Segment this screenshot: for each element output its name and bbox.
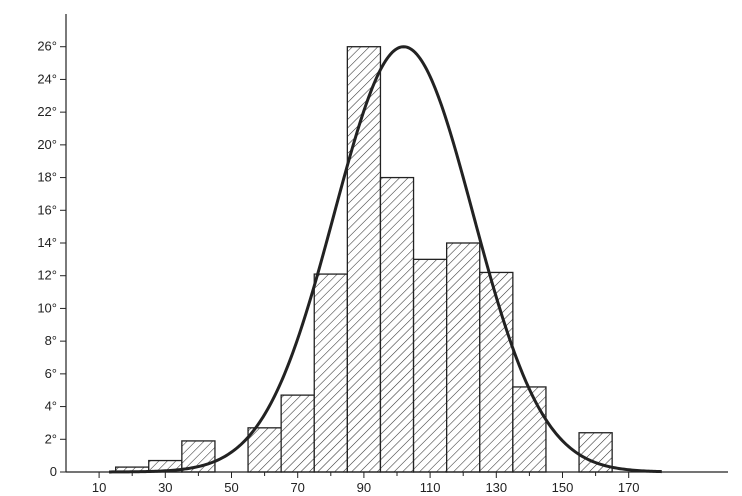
x-tick-label: 110 [420, 480, 441, 495]
histogram-bar [247, 427, 282, 473]
y-tick-label: 18° [37, 170, 57, 185]
x-tick-label: 170 [618, 480, 640, 495]
y-tick-label: 10° [37, 300, 57, 315]
histogram-bar [379, 176, 415, 473]
y-tick-label: 4° [45, 399, 57, 414]
x-tick-label: 10 [92, 480, 106, 495]
x-tick-label: 30 [158, 480, 172, 495]
y-tick-label: 16° [37, 202, 57, 217]
bars-layer [115, 46, 613, 473]
histogram-bar [412, 258, 448, 473]
histogram-bar [313, 273, 348, 473]
x-axis-ticks: 10 30 50 70 90 110 130 150 170 [92, 472, 640, 495]
y-tick-label: 8° [45, 333, 57, 348]
y-tick-label: 22° [37, 104, 57, 119]
x-tick-label: 90 [357, 480, 371, 495]
x-tick-label: 70 [290, 480, 304, 495]
x-tick-label: 130 [485, 480, 507, 495]
x-tick-label: 150 [552, 480, 574, 495]
y-tick-label: 14° [37, 235, 57, 250]
normal-curve [109, 45, 662, 474]
histogram-bar [512, 386, 547, 473]
x-tick-label: 50 [224, 480, 238, 495]
y-tick-label: 26° [37, 39, 57, 54]
histogram-bar [280, 394, 315, 473]
y-axis-ticks: 0 2° 4° 6° 8° 10° 12° 14° 16° 18° 20° 22° 24° 26° [37, 39, 66, 479]
y-tick-label: 12° [37, 268, 57, 283]
y-tick-label: 20° [37, 137, 57, 152]
histogram-bar [445, 242, 481, 473]
histogram-bar [479, 271, 514, 473]
y-tick-label: 0 [50, 464, 57, 479]
y-tick-label: 6° [45, 366, 57, 381]
y-tick-label: 24° [37, 71, 57, 86]
y-tick-label: 2° [45, 431, 57, 446]
